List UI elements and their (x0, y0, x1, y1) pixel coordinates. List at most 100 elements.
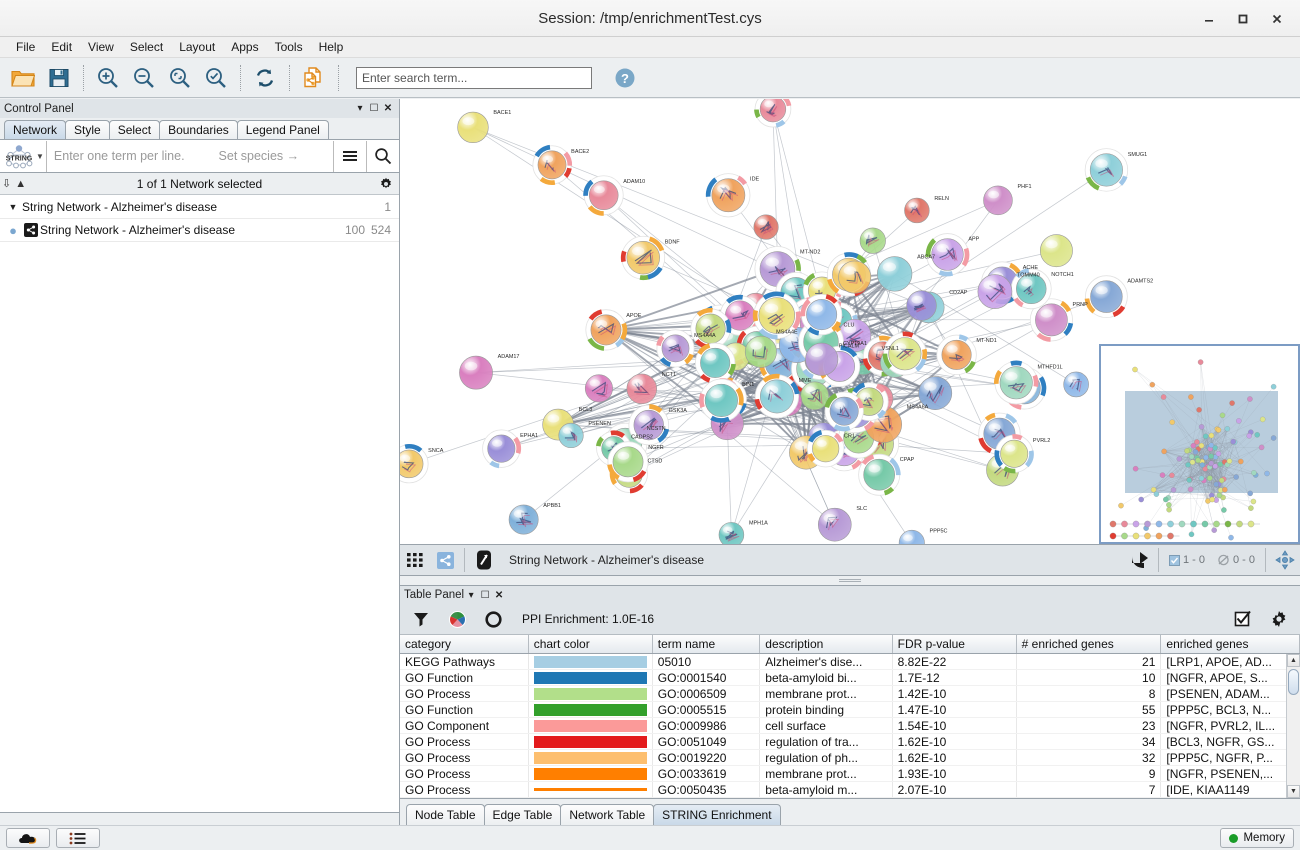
network-graph-canvas[interactable]: MT-ND2 MT-ND1 VSNL1 CD2AP MS4A4A MS4A6A MS4A4E… (400, 99, 1300, 545)
string-species-hint[interactable]: Set species → (218, 149, 300, 163)
enrichment-table[interactable]: category chart color term name description F… (400, 634, 1300, 798)
chevron-down-icon[interactable]: ▼ (8, 202, 18, 212)
save-icon[interactable] (42, 61, 76, 95)
scroll-down-arrow-icon[interactable]: ▼ (1287, 785, 1300, 798)
menu-select[interactable]: Select (129, 40, 164, 54)
tab-boundaries[interactable]: Boundaries (159, 120, 238, 139)
refresh-icon[interactable] (248, 61, 282, 95)
annotation-icon[interactable] (469, 545, 499, 575)
table-row[interactable]: ▼ String Network - Alzheimer's disease 1 (0, 196, 399, 219)
network-share-icon[interactable] (430, 545, 460, 575)
column-header-chart_color[interactable]: chart color (528, 634, 653, 654)
menu-layout[interactable]: Layout (179, 40, 216, 54)
checkbox-checked-icon[interactable] (1228, 604, 1258, 634)
maximize-button[interactable] (1226, 4, 1260, 34)
string-term-input[interactable]: Enter one term per line. Set species → (45, 140, 333, 172)
table-row[interactable]: GO Process GO:0033619 membrane prot... 1.93… (400, 765, 1300, 782)
tab-node-table[interactable]: Node Table (406, 804, 485, 825)
help-icon[interactable]: ? (608, 61, 642, 95)
column-header-category[interactable]: category (400, 634, 529, 654)
menu-file[interactable]: File (16, 40, 36, 54)
table-header-row[interactable]: category chart color term name description F… (400, 634, 1300, 654)
column-header-n_genes[interactable]: # enriched genes (1016, 634, 1162, 654)
table-row[interactable]: GO Process GO:0006509 membrane prot... 1.42… (400, 685, 1300, 702)
export-image-icon[interactable] (1124, 545, 1154, 575)
network-overview-inset[interactable] (1099, 344, 1300, 545)
menu-view[interactable]: View (88, 40, 114, 54)
menu-help[interactable]: Help (318, 40, 344, 54)
cell-category: GO Component (400, 717, 529, 734)
grid-layout-icon[interactable] (400, 545, 430, 575)
string-logo-icon[interactable]: STRING (0, 141, 40, 172)
float-panel-icon[interactable]: ☐ (480, 589, 490, 601)
cell-term_name: GO:0051049 (652, 733, 761, 750)
chevron-down-icon[interactable]: ▾ (357, 103, 363, 114)
color-pie-icon[interactable] (442, 604, 472, 634)
close-panel-icon[interactable]: ✕ (494, 589, 504, 601)
table-row[interactable]: KEGG Pathways 05010 Alzheimer's dise... 8.8… (400, 653, 1300, 670)
scroll-up-arrow-icon[interactable]: ▲ (1287, 653, 1300, 667)
scrollbar-thumb[interactable] (1288, 668, 1299, 695)
collapse-all-icon[interactable]: ⇩ (2, 178, 12, 190)
memory-indicator[interactable]: Memory (1220, 828, 1294, 848)
tab-edge-table[interactable]: Edge Table (483, 804, 562, 825)
table-row[interactable]: GO Process GO:0051049 regulation of tra...… (400, 733, 1300, 750)
node-selection-chip[interactable]: 1 - 0 (1163, 554, 1211, 566)
tab-network-table[interactable]: Network Table (560, 804, 655, 825)
table-row[interactable]: GO Function GO:0001540 beta-amyloid bi... 1… (400, 669, 1300, 686)
tab-string-enrichment[interactable]: STRING Enrichment (653, 804, 781, 825)
chevron-down-icon[interactable]: ▾ (468, 589, 474, 601)
cell-n_genes: 23 (1016, 717, 1162, 734)
zoom-fit-icon[interactable] (163, 61, 197, 95)
pane-splitter[interactable] (400, 576, 1300, 585)
table-row[interactable]: GO Function GO:0005515 protein binding 1.47… (400, 701, 1300, 718)
gear-icon[interactable] (379, 177, 393, 191)
cell-description: membrane prot... (759, 685, 893, 702)
svg-text:CLU: CLU (844, 322, 855, 328)
search-input[interactable]: Enter search term... (356, 66, 592, 89)
network-tree-list[interactable]: ▼ String Network - Alzheimer's disease 1… (0, 195, 399, 813)
zoom-out-icon[interactable] (127, 61, 161, 95)
column-header-description[interactable]: description (759, 634, 893, 654)
zoom-selected-icon[interactable] (199, 61, 233, 95)
menu-apps[interactable]: Apps (231, 40, 259, 54)
cell-fdr: 1.62E-10 (892, 733, 1017, 750)
menu-edit[interactable]: Edit (51, 40, 73, 54)
table-row[interactable]: ● String Network - Alzheimer's disease 1… (0, 219, 399, 242)
filter-funnel-icon[interactable] (406, 604, 436, 634)
svg-text:MTHFD1L: MTHFD1L (1037, 365, 1062, 371)
string-dropdown-caret-icon[interactable]: ▼ (36, 151, 44, 161)
column-header-term_name[interactable]: term name (652, 634, 761, 654)
donut-ring-icon[interactable] (478, 604, 508, 634)
table-vertical-scrollbar[interactable]: ▲ ▼ (1286, 653, 1300, 798)
cloud-icon[interactable] (6, 828, 50, 848)
statusbar-separator-3 (1265, 548, 1266, 573)
hamburger-icon[interactable] (333, 140, 366, 172)
network-share-icon (22, 223, 40, 237)
task-list-icon[interactable] (56, 828, 100, 848)
zoom-in-icon[interactable] (91, 61, 125, 95)
column-header-genes[interactable]: enriched genes (1160, 634, 1300, 654)
enrichment-table-wrap[interactable]: category chart color term name description F… (400, 634, 1300, 799)
close-panel-icon[interactable]: ✕ (383, 103, 393, 114)
tab-style[interactable]: Style (65, 120, 110, 139)
tab-legend-panel[interactable]: Legend Panel (236, 120, 329, 139)
share-network-icon[interactable] (297, 61, 331, 95)
edge-selection-chip[interactable]: 0 - 0 (1211, 554, 1261, 566)
tab-network[interactable]: Network (4, 120, 67, 139)
tab-select[interactable]: Select (108, 120, 161, 139)
pan-navigator-icon[interactable] (1270, 545, 1300, 575)
menu-tools[interactable]: Tools (274, 40, 303, 54)
close-button[interactable] (1260, 4, 1294, 34)
float-panel-icon[interactable]: ☐ (369, 103, 379, 114)
gear-icon[interactable] (1264, 604, 1294, 634)
network-view[interactable]: MT-ND2 MT-ND1 VSNL1 CD2AP MS4A4A MS4A6A MS4A4E… (400, 99, 1300, 546)
table-row[interactable]: GO Component GO:0009986 cell surface 1.54E-… (400, 717, 1300, 734)
open-folder-icon[interactable] (6, 61, 40, 95)
minimize-button[interactable] (1192, 4, 1226, 34)
search-icon[interactable] (366, 140, 399, 172)
column-header-fdr[interactable]: FDR p-value (892, 634, 1017, 654)
table-row[interactable]: GO Process GO:0050435 beta-amyloid m... 2.0… (400, 781, 1300, 798)
table-row[interactable]: GO Process GO:0019220 regulation of ph... 1… (400, 749, 1300, 766)
expand-all-icon[interactable]: ▲ (15, 177, 27, 190)
